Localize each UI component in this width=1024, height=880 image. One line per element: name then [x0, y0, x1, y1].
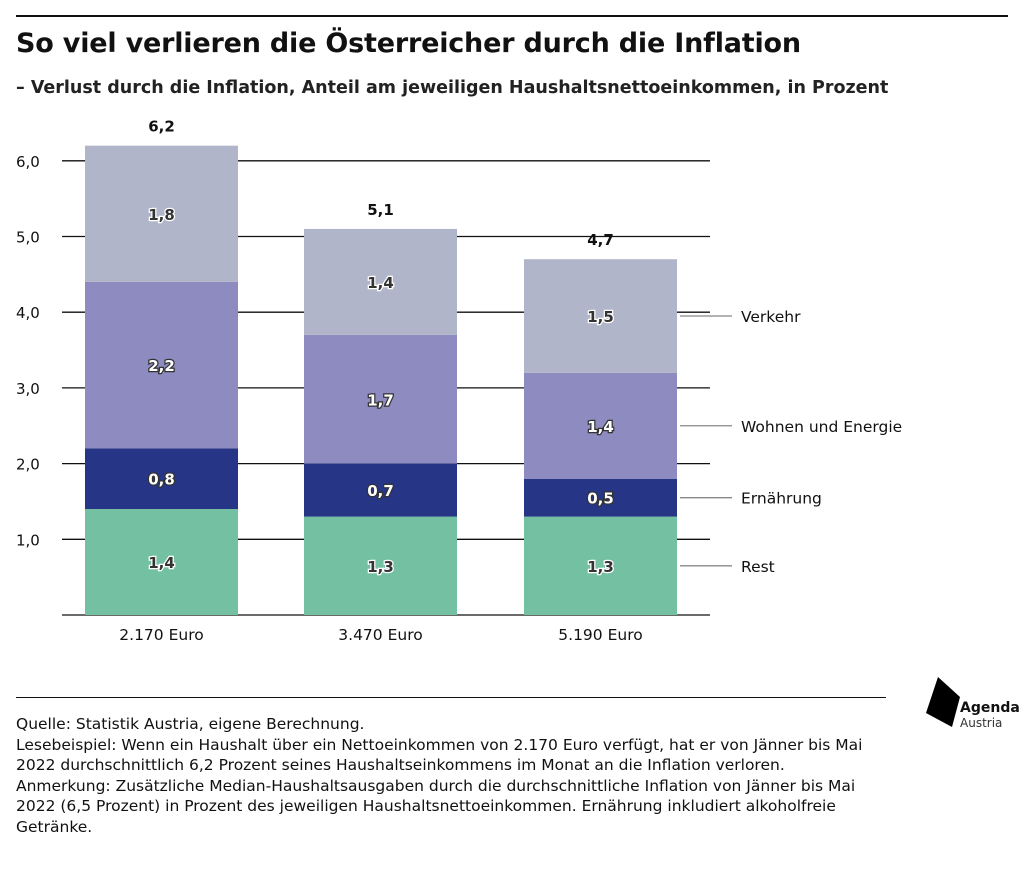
- bar-segment: [524, 372, 677, 479]
- bar-segment: [524, 516, 677, 615]
- chart-title: So viel verlieren die Österreicher durch…: [16, 28, 801, 59]
- logo-mark-icon: [926, 677, 960, 727]
- top-rule: [16, 15, 1008, 17]
- x-tick-label: 2.170 Euro: [119, 626, 203, 644]
- y-tick-label: 2,0: [16, 456, 40, 474]
- y-tick-label: 5,0: [16, 229, 40, 247]
- bar-segment: [304, 228, 457, 335]
- notes: Quelle: Statistik Austria, eigene Berech…: [16, 714, 896, 837]
- bar-segment: [85, 509, 238, 615]
- total-label: 5,1: [367, 201, 394, 219]
- segment-label: 0,8: [148, 471, 175, 489]
- segment-label: 1,3: [367, 558, 394, 576]
- bar-segment: [85, 448, 238, 510]
- logo-line1: Agenda: [960, 700, 1020, 716]
- segment-label: 1,5: [587, 308, 614, 326]
- segment-label: 1,7: [367, 391, 394, 409]
- source-note: Quelle: Statistik Austria, eigene Berech…: [16, 715, 365, 733]
- bar-segment: [304, 334, 457, 464]
- bar-segment: [304, 516, 457, 615]
- remark-note: Anmerkung: Zusätzliche Median-Haushaltsa…: [16, 776, 856, 836]
- x-tick-label: 5.190 Euro: [558, 626, 642, 644]
- segment-label: 0,5: [587, 490, 614, 508]
- legend-label: Wohnen und Energie: [741, 418, 902, 436]
- total-label: 6,2: [148, 118, 175, 136]
- bar-segment: [85, 145, 238, 282]
- y-tick-label: 1,0: [16, 531, 40, 549]
- bar-segment: [524, 259, 677, 373]
- logo-line2: Austria: [960, 716, 1003, 730]
- legend-label: Rest: [741, 558, 775, 576]
- bar-segment: [524, 478, 677, 517]
- segment-label: 1,4: [587, 418, 614, 436]
- segment-label: 1,4: [148, 554, 175, 572]
- bar-segment: [304, 463, 457, 517]
- stacked-bar-chart: 1,0 2,0 3,0 4,0 5,0 6,0 1,4 0,8 2,2 1,8 6,2 2.170 E…: [16, 118, 902, 644]
- total-label: 4,7: [587, 231, 614, 249]
- bottom-rule: [16, 697, 886, 698]
- bar-segment: [85, 281, 238, 449]
- agenda-austria-logo: Agenda Austria: [924, 675, 1024, 735]
- segment-label: 2,2: [148, 357, 175, 375]
- y-tick-label: 6,0: [16, 153, 40, 171]
- x-tick-label: 3.470 Euro: [338, 626, 422, 644]
- y-tick-label: 4,0: [16, 304, 40, 322]
- example-note: Lesebeispiel: Wenn ein Haushalt über ein…: [16, 735, 863, 775]
- legend-label: Ernährung: [741, 490, 822, 508]
- chart-subtitle: – Verlust durch die Inflation, Anteil am…: [16, 78, 889, 98]
- segment-label: 1,8: [148, 206, 175, 224]
- y-tick-label: 3,0: [16, 380, 40, 398]
- segment-label: 1,3: [587, 558, 614, 576]
- legend-label: Verkehr: [741, 308, 801, 326]
- segment-label: 1,4: [367, 274, 394, 292]
- segment-label: 0,7: [367, 482, 394, 500]
